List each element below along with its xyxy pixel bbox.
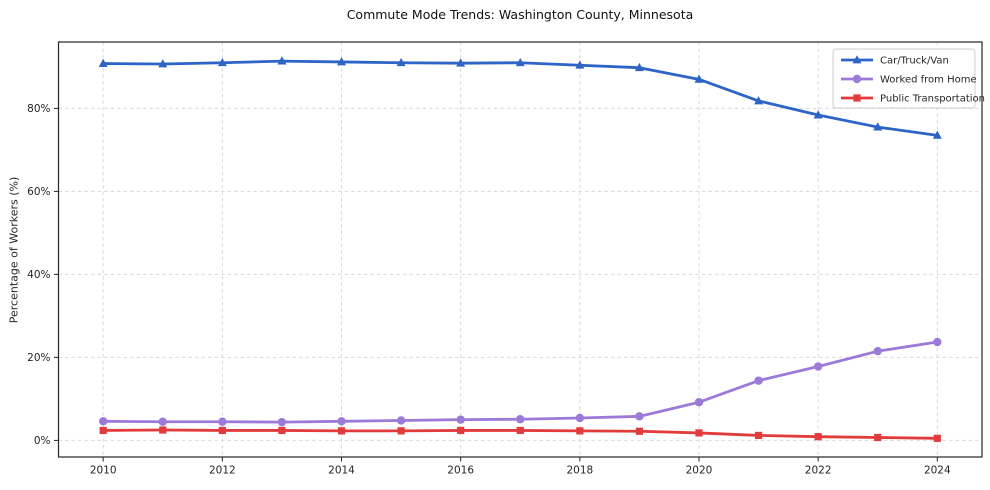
legend-label: Public Transportation bbox=[880, 94, 985, 105]
x-tick-label: 2012 bbox=[209, 465, 236, 477]
series-car-truck-van bbox=[98, 56, 942, 139]
series-public-transportation bbox=[99, 426, 941, 442]
legend-item-car-truck-van: Car/Truck/Van bbox=[841, 55, 949, 67]
legend-item-worked-from-home: Worked from Home bbox=[841, 75, 977, 86]
legend-box bbox=[832, 48, 976, 109]
y-tick-label: 40% bbox=[27, 269, 50, 281]
legend: Car/Truck/Van Worked from Home Public Tran… bbox=[832, 48, 985, 109]
gridlines bbox=[58, 42, 982, 457]
x-tick-label: 2022 bbox=[805, 465, 832, 477]
x-tick-label: 2014 bbox=[328, 465, 355, 477]
series-line bbox=[101, 59, 939, 137]
x-tick-labels: 2010 2012 2014 2016 2018 2020 2022 2024 bbox=[90, 465, 951, 477]
plot-frame bbox=[57, 41, 983, 458]
axis-ticks bbox=[54, 107, 938, 462]
y-tick-label: 80% bbox=[27, 103, 50, 115]
x-tick-label: 2018 bbox=[566, 465, 593, 477]
legend-label: Car/Truck/Van bbox=[880, 56, 949, 67]
y-tick-label: 60% bbox=[27, 186, 50, 198]
legend-item-public-transportation: Public Transportation bbox=[841, 94, 985, 105]
series-worked-from-home bbox=[98, 337, 942, 427]
legend-label: Worked from Home bbox=[880, 75, 977, 86]
y-tick-label: 0% bbox=[34, 435, 51, 447]
series-line bbox=[101, 340, 939, 424]
y-tick-labels: 0% 20% 40% 60% 80% bbox=[27, 103, 50, 447]
x-tick-label: 2010 bbox=[90, 465, 117, 477]
x-tick-label: 2024 bbox=[924, 465, 951, 477]
chart-title: Commute Mode Trends: Washington County, … bbox=[346, 7, 694, 22]
x-tick-label: 2016 bbox=[447, 465, 474, 477]
y-tick-label: 20% bbox=[27, 352, 50, 364]
x-tick-label: 2020 bbox=[686, 465, 713, 477]
